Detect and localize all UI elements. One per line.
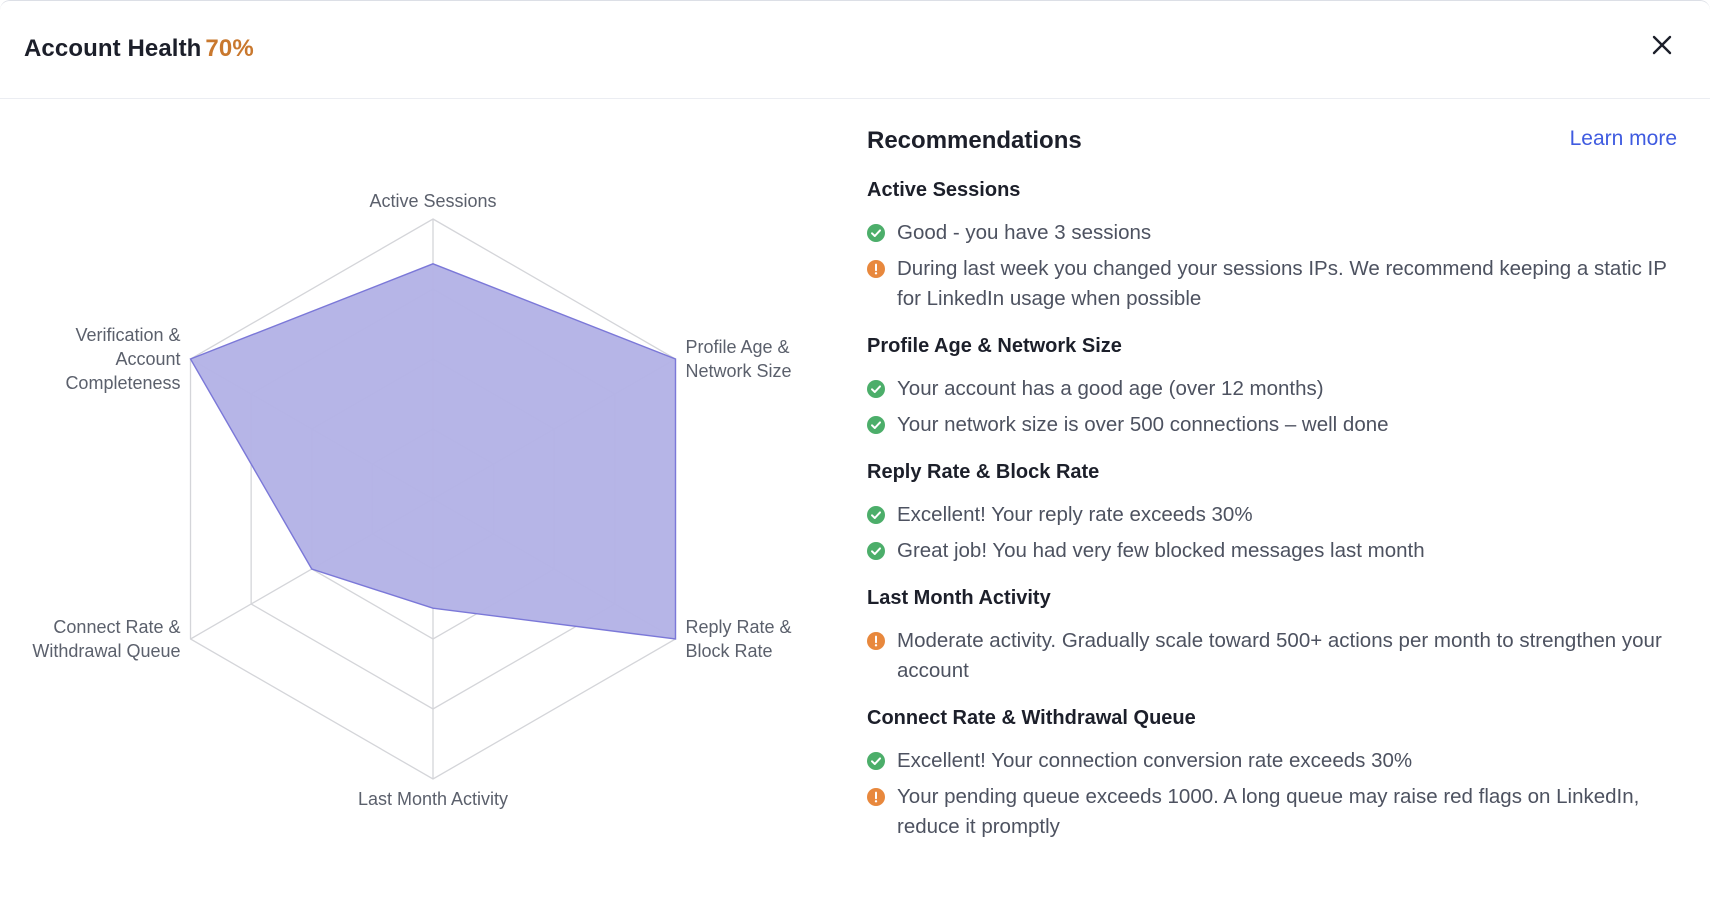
radar-axis-label: Verification & Account Completeness [65, 325, 180, 393]
warning-circle-icon [867, 788, 885, 806]
section-title: Active Sessions [867, 179, 1021, 201]
section-title: Reply Rate & Block Rate [867, 461, 1100, 483]
radar-axis-label-line: Reply Rate & [685, 617, 791, 637]
learn-more-link[interactable]: Learn more [1569, 127, 1677, 150]
recommendation-section-connect-rate-withdrawal-queue: Connect Rate & Withdrawal Queue Excellent… [867, 706, 1677, 842]
recommendations-panel: Recommendations Learn more Active Sessio… [867, 100, 1677, 897]
check-circle-icon [867, 542, 885, 560]
radar-data-area [189, 263, 677, 640]
recommendation-item: Great job! You had very few blocked mess… [867, 536, 1677, 566]
section-title: Profile Age & Network Size [867, 335, 1122, 357]
recommendation-section-profile-age-network-size: Profile Age & Network Size Your account h… [867, 334, 1677, 440]
recommendation-item: Your account has a good age (over 12 mon… [867, 374, 1677, 404]
check-circle-icon [867, 224, 885, 242]
radar-axis-label-line: Last Month Activity [358, 789, 508, 809]
recommendation-text: Your pending queue exceeds 1000. A long … [897, 785, 1640, 838]
recommendation-text: Your account has a good age (over 12 mon… [897, 377, 1324, 400]
check-circle-icon [867, 506, 885, 524]
radar-axis-label: Profile Age & Network Size [685, 337, 791, 381]
recommendation-text: Great job! You had very few blocked mess… [897, 539, 1425, 562]
check-circle-icon [867, 380, 885, 398]
recommendation-section-active-sessions: Active Sessions Good - you have 3 session… [867, 178, 1677, 314]
recommendation-item: During last week you changed your sessio… [867, 254, 1677, 314]
recommendation-item: Good - you have 3 sessions [867, 218, 1677, 248]
warning-circle-icon [867, 632, 885, 650]
radar-axis-label: Connect Rate & Withdrawal Queue [32, 617, 180, 661]
health-score: 70% [205, 35, 254, 62]
recommendations-title: Recommendations [867, 127, 1082, 154]
radar-axis-label-line: Network Size [685, 361, 791, 381]
radar-axis-label: Reply Rate & Block Rate [685, 617, 791, 661]
radar-axis-label: Last Month Activity [358, 789, 508, 809]
recommendation-item: Excellent! Your reply rate exceeds 30% [867, 500, 1677, 530]
recommendation-text: Moderate activity. Gradually scale towar… [897, 629, 1662, 682]
recommendation-section-last-month-activity: Last Month Activity Moderate activity. Gr… [867, 586, 1677, 686]
radar-axis-label-line: Profile Age & [685, 337, 789, 357]
radar-axis-label-line: Verification & [75, 325, 180, 345]
recommendation-item: Moderate activity. Gradually scale towar… [867, 626, 1677, 686]
title-text: Account Health [24, 35, 202, 62]
modal-title: Account Health 70% [24, 35, 254, 63]
radar-axis-label: Active Sessions [369, 191, 496, 211]
check-circle-icon [867, 416, 885, 434]
close-icon [1652, 35, 1672, 55]
recommendation-text: Excellent! Your connection conversion ra… [897, 749, 1413, 772]
recommendation-text: Your network size is over 500 connection… [897, 413, 1389, 436]
radar-axis-label-line: Block Rate [685, 641, 772, 661]
radar-axis-label-line: Completeness [65, 373, 180, 393]
recommendation-text: During last week you changed your sessio… [897, 257, 1667, 310]
radar-axis-label-line: Withdrawal Queue [32, 641, 180, 661]
section-title: Last Month Activity [867, 587, 1051, 609]
radar-axis-label-line: Account [115, 349, 180, 369]
recommendation-item: Excellent! Your connection conversion ra… [867, 746, 1677, 776]
recommendation-text: Good - you have 3 sessions [897, 221, 1152, 244]
recommendation-sections: Active Sessions Good - you have 3 session… [867, 178, 1677, 862]
check-circle-icon [867, 752, 885, 770]
radar-axis-label-line: Connect Rate & [53, 617, 180, 637]
modal-header: Account Health 70% [0, 1, 1710, 99]
close-button[interactable] [1646, 29, 1678, 61]
recommendation-item: Your network size is over 500 connection… [867, 410, 1677, 440]
section-title: Connect Rate & Withdrawal Queue [867, 707, 1196, 729]
radar-chart-svg: Active Sessions Profile Age & Network Size… [32, 191, 791, 809]
recommendation-item: Your pending queue exceeds 1000. A long … [867, 782, 1677, 842]
radar-axis-label-line: Active Sessions [369, 191, 496, 211]
recommendation-section-reply-rate-block-rate: Reply Rate & Block Rate Excellent! Your r… [867, 460, 1677, 566]
recommendation-text: Excellent! Your reply rate exceeds 30% [897, 503, 1253, 526]
radar-chart: Active Sessions Profile Age & Network Size… [0, 100, 840, 897]
warning-circle-icon [867, 260, 885, 278]
